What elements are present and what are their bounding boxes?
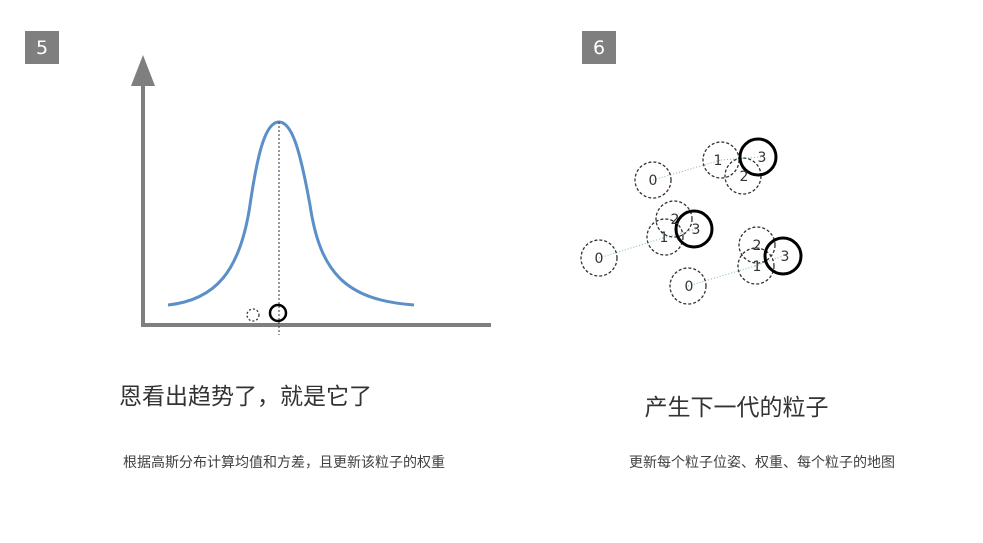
particle-label: 3 (758, 150, 767, 166)
current-particle-marker (268, 303, 288, 323)
particle-label: 2 (671, 212, 680, 228)
particle-group: 0 1 2 3 (669, 226, 803, 305)
particle-trail (754, 255, 784, 267)
particle-circle (737, 247, 775, 285)
particle-circle (669, 267, 707, 305)
particle-label: 0 (595, 251, 604, 267)
step-6-heading: 产生下一代的粒子 (644, 395, 829, 421)
particle-label: 0 (649, 173, 658, 189)
particle-circle (646, 218, 684, 256)
particle-group: 0 1 2 3 (580, 200, 714, 277)
particle-label: 1 (753, 259, 762, 275)
y-axis-arrow-icon (131, 55, 155, 86)
particle-label: 2 (740, 169, 749, 185)
previous-particle-marker (246, 308, 260, 322)
particle-label: 3 (692, 222, 701, 238)
particle-circle-selected (674, 209, 714, 249)
step-number-badge: 5 (25, 31, 59, 64)
particle-label: 3 (781, 249, 790, 265)
step-6-description: 更新每个粒子位姿、权重、每个粒子的地图 (629, 455, 895, 471)
particle-label: 0 (685, 279, 694, 295)
step-5-panel: 5 恩看出趋势了，就是它了 根据高斯分布计算均值和方差，且更新该粒子的权重 (0, 0, 491, 543)
particle-circle-selected (738, 137, 778, 177)
particle-diagram: 0 1 2 3 0 1 2 3 0 1 2 (580, 137, 803, 305)
particle-label: 1 (714, 153, 723, 169)
particle-circle (655, 200, 693, 238)
particle-trail (598, 237, 664, 259)
particle-circle-selected (763, 236, 803, 276)
particle-trail (652, 159, 722, 181)
particle-label: 1 (660, 230, 669, 246)
step-6-panel: 6 0 1 2 3 0 1 2 3 (491, 0, 982, 543)
particle-group: 0 1 2 3 (634, 137, 778, 199)
gaussian-plot (131, 55, 491, 335)
step-5-description: 根据高斯分布计算均值和方差，且更新该粒子的权重 (123, 455, 445, 471)
step-5-heading: 恩看出趋势了，就是它了 (119, 384, 372, 410)
particle-label: 2 (753, 238, 762, 254)
particle-trail (720, 156, 762, 161)
particle-circle (738, 226, 776, 264)
particle-trail (687, 265, 756, 287)
particle-circle (580, 239, 618, 277)
step-number-badge: 6 (582, 31, 616, 64)
gaussian-curve (167, 120, 415, 307)
particle-circle (634, 161, 672, 199)
